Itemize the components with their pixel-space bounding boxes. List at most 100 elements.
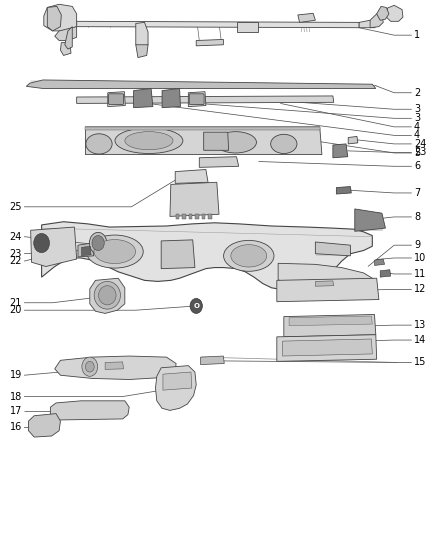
Polygon shape bbox=[348, 136, 358, 144]
Text: 24: 24 bbox=[414, 139, 426, 149]
Polygon shape bbox=[50, 401, 129, 420]
Ellipse shape bbox=[231, 245, 267, 267]
Text: 17: 17 bbox=[10, 407, 22, 416]
Polygon shape bbox=[277, 278, 379, 302]
Circle shape bbox=[85, 361, 94, 372]
Text: 23: 23 bbox=[414, 148, 426, 157]
Polygon shape bbox=[108, 92, 125, 107]
Polygon shape bbox=[44, 4, 77, 31]
Polygon shape bbox=[176, 214, 179, 219]
Circle shape bbox=[82, 357, 98, 376]
Polygon shape bbox=[55, 27, 77, 41]
Text: 3: 3 bbox=[414, 104, 420, 114]
FancyBboxPatch shape bbox=[109, 94, 124, 104]
Polygon shape bbox=[202, 214, 205, 219]
Ellipse shape bbox=[92, 236, 104, 251]
Text: 6: 6 bbox=[414, 161, 420, 171]
Polygon shape bbox=[370, 14, 383, 28]
Polygon shape bbox=[134, 88, 153, 108]
Polygon shape bbox=[182, 214, 186, 219]
Polygon shape bbox=[377, 6, 389, 20]
Polygon shape bbox=[315, 281, 334, 286]
Polygon shape bbox=[170, 182, 219, 216]
Polygon shape bbox=[47, 6, 61, 31]
Ellipse shape bbox=[271, 134, 297, 154]
Text: 16: 16 bbox=[10, 423, 22, 432]
Polygon shape bbox=[55, 356, 176, 379]
Polygon shape bbox=[90, 278, 125, 313]
Ellipse shape bbox=[125, 132, 173, 150]
Polygon shape bbox=[85, 127, 320, 130]
Polygon shape bbox=[315, 242, 350, 256]
Polygon shape bbox=[196, 39, 223, 46]
Polygon shape bbox=[380, 270, 391, 277]
Text: 24: 24 bbox=[10, 232, 22, 241]
Polygon shape bbox=[161, 240, 195, 269]
Text: 18: 18 bbox=[10, 392, 22, 401]
Ellipse shape bbox=[86, 134, 112, 154]
Text: 8: 8 bbox=[414, 212, 420, 222]
Polygon shape bbox=[277, 335, 377, 361]
Polygon shape bbox=[201, 356, 224, 365]
Ellipse shape bbox=[94, 239, 136, 263]
Polygon shape bbox=[386, 5, 403, 21]
Polygon shape bbox=[333, 144, 348, 158]
Polygon shape bbox=[283, 339, 372, 356]
Polygon shape bbox=[359, 20, 376, 28]
FancyBboxPatch shape bbox=[189, 94, 204, 104]
Polygon shape bbox=[85, 127, 322, 155]
Ellipse shape bbox=[86, 235, 143, 268]
Polygon shape bbox=[278, 263, 376, 297]
Text: 7: 7 bbox=[414, 188, 420, 198]
Text: 4: 4 bbox=[414, 122, 420, 132]
Polygon shape bbox=[105, 362, 124, 369]
Polygon shape bbox=[374, 259, 385, 265]
Polygon shape bbox=[188, 92, 206, 107]
Text: 14: 14 bbox=[414, 335, 426, 345]
Polygon shape bbox=[298, 13, 315, 22]
Text: 5: 5 bbox=[414, 148, 420, 158]
Polygon shape bbox=[162, 88, 180, 108]
Polygon shape bbox=[289, 316, 372, 326]
Polygon shape bbox=[77, 96, 334, 103]
Polygon shape bbox=[208, 214, 212, 219]
Ellipse shape bbox=[115, 128, 183, 154]
Polygon shape bbox=[136, 22, 148, 47]
Text: 2: 2 bbox=[414, 88, 420, 98]
Text: 1: 1 bbox=[414, 30, 420, 40]
Polygon shape bbox=[175, 169, 208, 183]
Polygon shape bbox=[78, 243, 94, 257]
Text: 3: 3 bbox=[414, 114, 420, 123]
Polygon shape bbox=[60, 43, 71, 55]
Polygon shape bbox=[31, 227, 77, 266]
Polygon shape bbox=[77, 21, 359, 28]
Ellipse shape bbox=[89, 232, 107, 254]
Polygon shape bbox=[81, 246, 91, 256]
Text: 15: 15 bbox=[414, 358, 426, 367]
Text: 12: 12 bbox=[414, 285, 426, 294]
Polygon shape bbox=[284, 314, 376, 337]
Polygon shape bbox=[355, 209, 385, 231]
Polygon shape bbox=[136, 45, 148, 58]
Ellipse shape bbox=[215, 132, 257, 153]
Circle shape bbox=[34, 233, 49, 253]
Polygon shape bbox=[195, 214, 199, 219]
Text: O: O bbox=[193, 303, 199, 309]
Text: 19: 19 bbox=[10, 370, 22, 380]
Polygon shape bbox=[155, 366, 196, 410]
Text: 9: 9 bbox=[414, 240, 420, 250]
Text: 13: 13 bbox=[414, 320, 426, 330]
Polygon shape bbox=[199, 157, 239, 167]
Ellipse shape bbox=[223, 240, 274, 271]
Ellipse shape bbox=[99, 286, 116, 305]
Circle shape bbox=[190, 298, 202, 313]
Polygon shape bbox=[26, 80, 376, 88]
Text: 22: 22 bbox=[9, 256, 22, 266]
Text: 10: 10 bbox=[414, 253, 426, 263]
Text: 25: 25 bbox=[9, 202, 22, 212]
Polygon shape bbox=[237, 22, 258, 32]
Text: 11: 11 bbox=[414, 269, 426, 279]
Text: 4: 4 bbox=[414, 131, 420, 140]
Ellipse shape bbox=[94, 281, 120, 309]
Polygon shape bbox=[336, 187, 351, 194]
